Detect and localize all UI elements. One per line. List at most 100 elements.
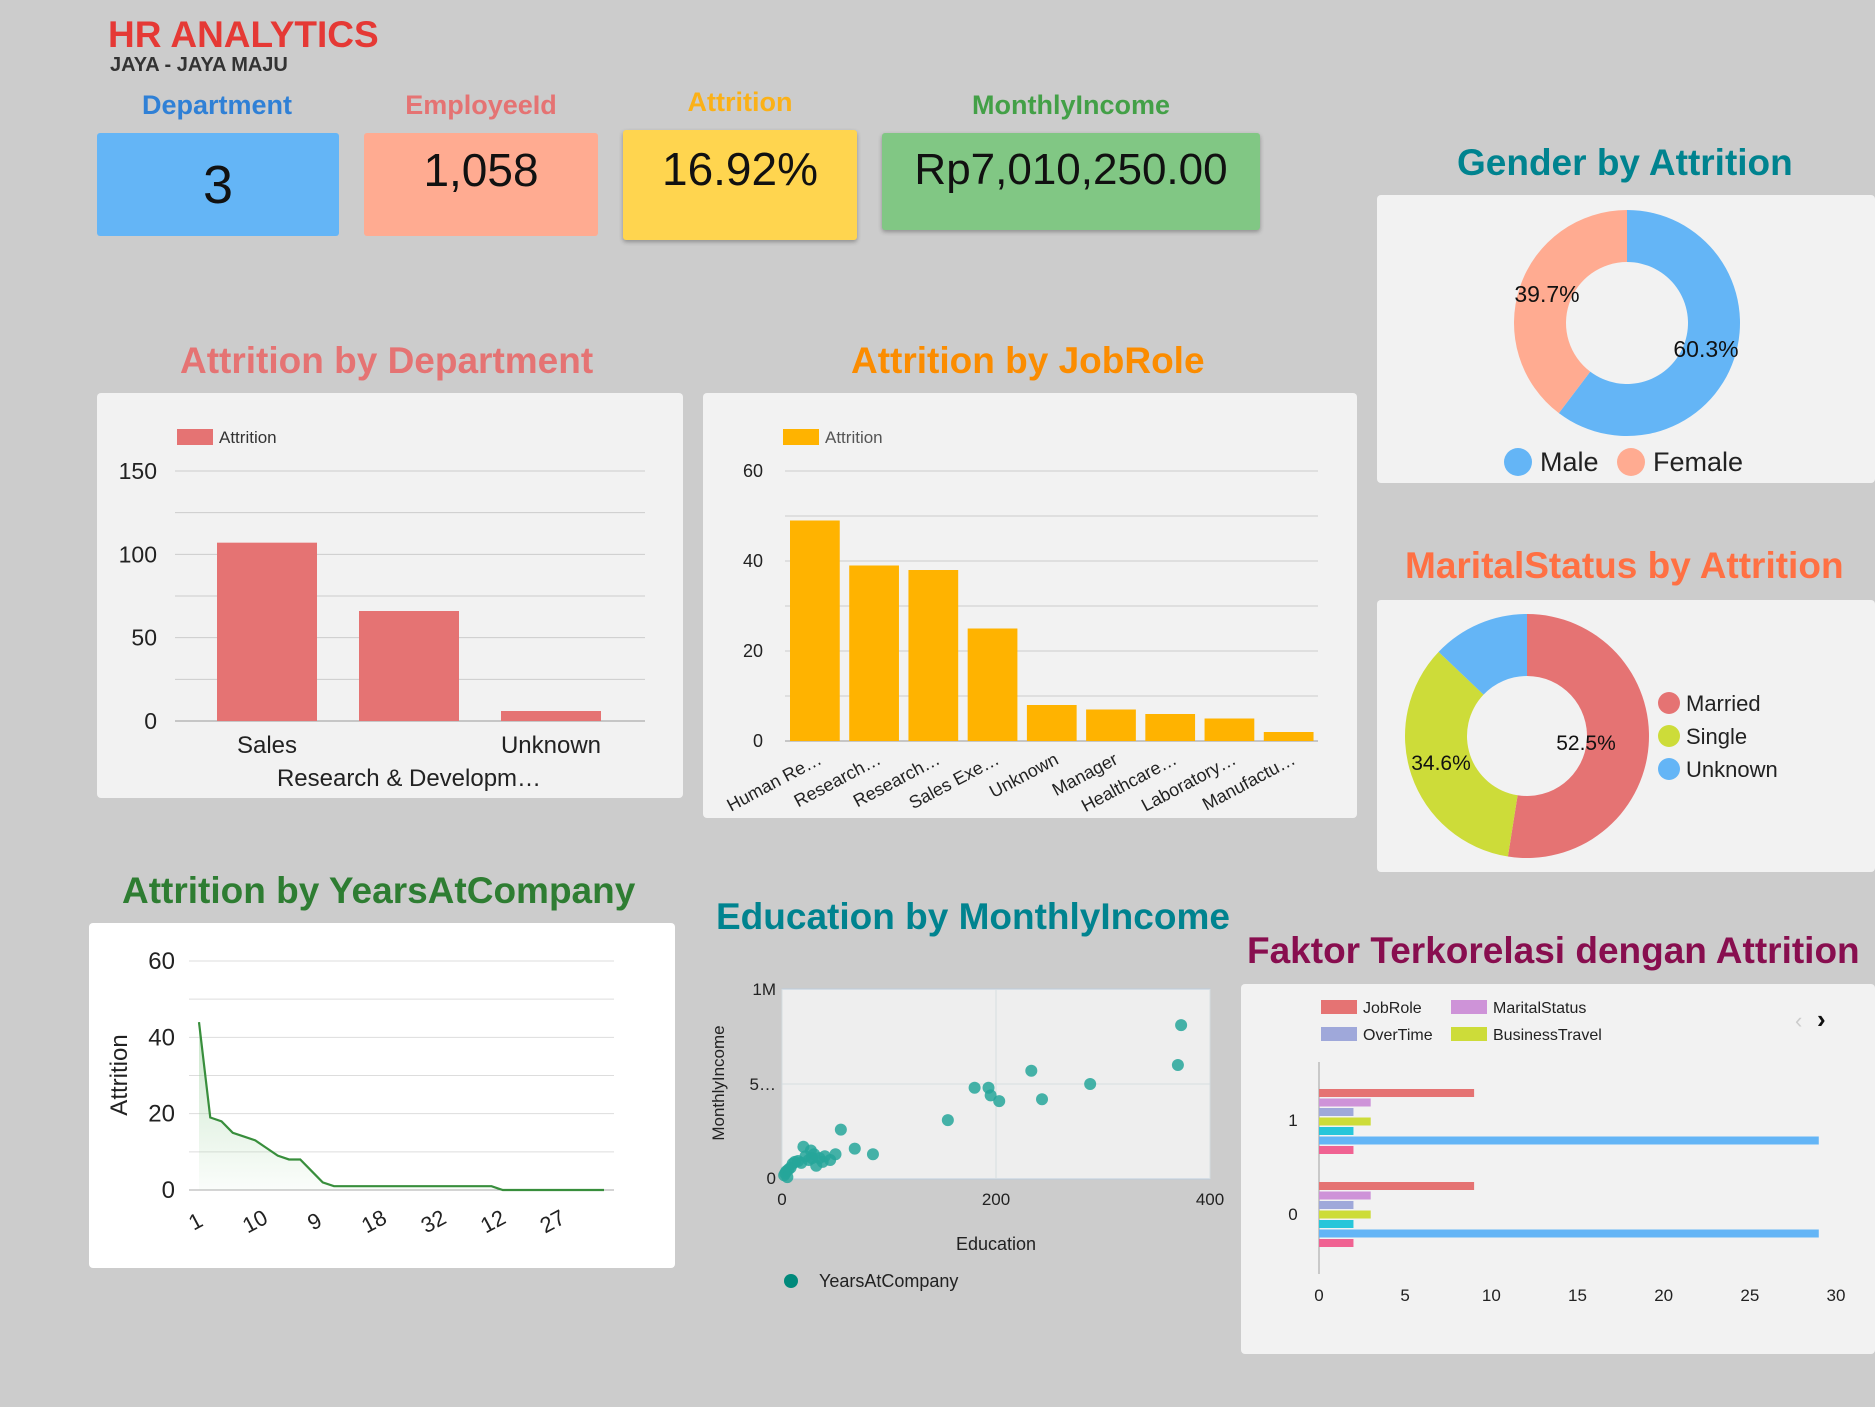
legend-swatch	[1321, 1000, 1357, 1014]
area-fill	[199, 1022, 604, 1190]
x-tick-label: 5	[1400, 1286, 1409, 1305]
y-axis-title: Attrition	[106, 1034, 133, 1115]
page-title: HR ANALYTICS	[108, 14, 379, 55]
page-subtitle: JAYA - JAYA MAJU	[110, 54, 288, 76]
data-point	[829, 1148, 842, 1161]
bar	[849, 565, 899, 741]
data-point	[984, 1089, 997, 1102]
y-tick-label: 60	[743, 461, 763, 481]
data-point	[1025, 1064, 1038, 1077]
legend-swatch	[1321, 1027, 1357, 1041]
y-tick-label: 40	[743, 551, 763, 571]
kpi-attrition-label: Attrition	[687, 87, 793, 117]
marital-chart: 52.5% 34.6% Married Single Unknown	[1405, 614, 1778, 858]
legend-label: Attrition	[219, 428, 277, 447]
pie-slice	[1514, 210, 1627, 414]
x-tick-label: 1	[184, 1207, 207, 1235]
kpi-department-value: 3	[202, 154, 234, 215]
bar	[359, 611, 459, 721]
bar	[1319, 1127, 1354, 1135]
x-tick-label: Unknown	[986, 749, 1062, 802]
marital-chart-panel: 52.5% 34.6% Married Single Unknown	[1377, 600, 1875, 872]
years-chart: 0 20 40 60 Attrition 1 10 9 18 32 12 27	[106, 948, 614, 1239]
x-tick-label: 10	[238, 1205, 271, 1239]
bar	[1319, 1191, 1371, 1200]
legend-swatch	[177, 429, 213, 445]
data-point	[781, 1171, 794, 1184]
y-tick-label: 150	[119, 458, 157, 484]
jobrole-chart-panel: 0 20 40 60 Attrition Human Re… Research… Resear…	[703, 393, 1357, 818]
slice-value-label: 52.5%	[1556, 732, 1616, 755]
data-point	[834, 1123, 847, 1136]
x-tick-label: 9	[303, 1207, 326, 1235]
x-tick-label: 18	[357, 1205, 390, 1239]
data-point	[1171, 1059, 1184, 1071]
bar	[1319, 1210, 1371, 1219]
bar	[501, 711, 601, 721]
kpi-department-card[interactable]: 3	[97, 133, 339, 236]
x-tick-label: 400	[1196, 1190, 1224, 1209]
y-tick-label: 0	[162, 1177, 175, 1204]
legend-label: Male	[1540, 447, 1599, 477]
bar	[1319, 1117, 1371, 1126]
x-tick-label: Research & Developm…	[277, 765, 541, 792]
x-tick-label: 15	[1568, 1286, 1587, 1305]
legend-label: JobRole	[1363, 1000, 1422, 1017]
data-point	[968, 1081, 981, 1094]
education-chart: 0 200 400 0 5… 1M Education MonthlyIncome YearsA…	[709, 980, 1224, 1291]
y-tick-label: 20	[743, 641, 763, 661]
pie-slice	[1507, 614, 1649, 858]
x-tick-label: 200	[982, 1190, 1010, 1209]
gender-chart-panel: 60.3% 39.7% Male Female	[1377, 195, 1875, 483]
y-tick-label: 50	[131, 625, 157, 651]
x-tick-label: 25	[1740, 1286, 1759, 1305]
bar	[1263, 732, 1314, 741]
years-chart-panel: 0 20 40 60 Attrition 1 10 9 18 32 12 27	[89, 923, 675, 1268]
bar	[908, 570, 959, 741]
slice-value-label: 60.3%	[1673, 336, 1738, 362]
legend-swatch	[783, 429, 819, 445]
kpi-employeeid-label: EmployeeId	[405, 90, 557, 120]
x-axis-title: Education	[956, 1234, 1036, 1254]
bar	[1145, 714, 1196, 741]
kpi-employeeid-card[interactable]: 1,058	[364, 133, 598, 236]
legend-swatch	[1658, 725, 1680, 747]
x-tick-label: 27	[536, 1205, 569, 1239]
x-tick-label: Sales	[237, 732, 297, 759]
kpi-monthlyincome-label: MonthlyIncome	[971, 90, 1170, 120]
data-point	[805, 1152, 818, 1165]
bar	[1319, 1239, 1354, 1247]
bar	[1319, 1098, 1371, 1107]
x-tick-label: 20	[1654, 1286, 1673, 1305]
education-chart-title: Education by MonthlyIncome	[716, 896, 1230, 937]
legend-swatch	[1658, 692, 1680, 714]
x-tick-label: 0	[777, 1190, 786, 1209]
y-tick-label: 1M	[752, 980, 776, 999]
legend-swatch	[1658, 758, 1680, 780]
bar	[1026, 705, 1077, 741]
legend-swatch	[784, 1274, 798, 1288]
x-tick-label: 30	[1827, 1286, 1846, 1305]
x-tick-label: 12	[476, 1205, 509, 1239]
legend-label: Female	[1653, 447, 1743, 477]
kpi-attrition-card[interactable]: 16.92%	[623, 130, 857, 240]
education-chart-panel: 0 200 400 0 5… 1M Education MonthlyIncome YearsA…	[700, 965, 1250, 1305]
y-tick-label: 0	[753, 731, 763, 751]
bar	[1319, 1229, 1819, 1238]
bar	[790, 520, 840, 741]
legend-swatch	[1451, 1027, 1487, 1041]
legend-label: OverTime	[1363, 1027, 1433, 1044]
kpi-monthlyincome-card[interactable]: Rp7,010,250.00	[882, 133, 1260, 230]
legend-swatch	[1617, 448, 1645, 476]
kpi-employeeid-value: 1,058	[423, 144, 539, 196]
bar	[1319, 1182, 1475, 1190]
jobrole-chart-title: Attrition by JobRole	[851, 340, 1205, 381]
data-point	[941, 1114, 954, 1127]
bar	[1319, 1146, 1354, 1154]
legend-swatch	[1504, 448, 1532, 476]
y-tick-label: 60	[148, 948, 175, 975]
slice-value-label: 39.7%	[1514, 281, 1579, 307]
bar	[1204, 718, 1255, 741]
data-point	[993, 1095, 1006, 1108]
